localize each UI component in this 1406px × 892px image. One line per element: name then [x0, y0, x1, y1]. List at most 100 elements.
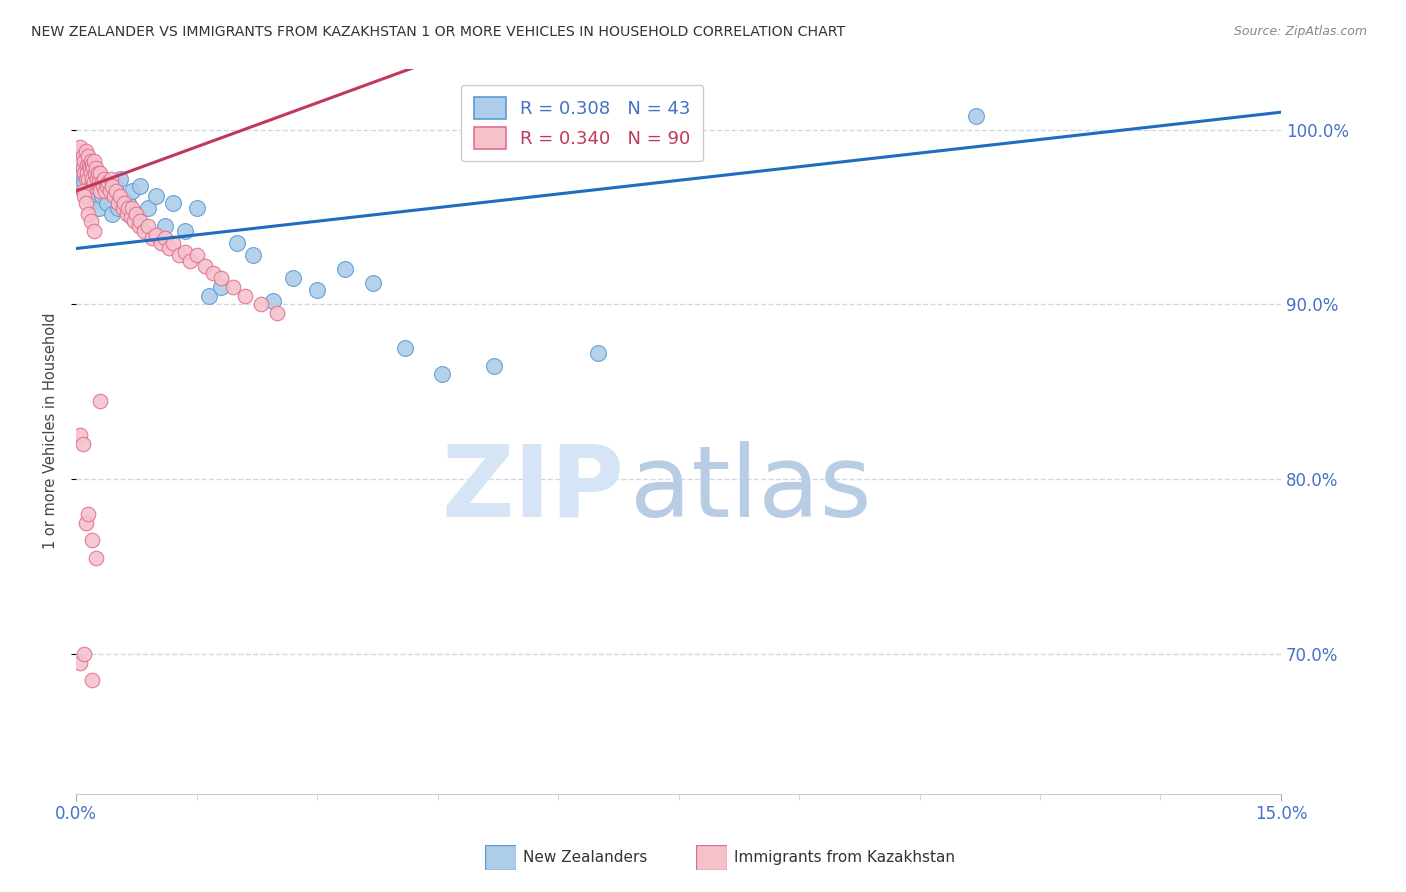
- Point: [233, 288, 256, 302]
- Point: [186, 202, 208, 216]
- Point: [77, 161, 100, 175]
- Point: [96, 178, 118, 193]
- Point: [105, 184, 128, 198]
- Point: [84, 178, 107, 193]
- Text: Source: ZipAtlas.com: Source: ZipAtlas.com: [1233, 25, 1367, 38]
- Point: [84, 550, 107, 565]
- Point: [112, 196, 135, 211]
- Point: [66, 149, 89, 163]
- Point: [197, 288, 219, 302]
- Point: [82, 161, 104, 175]
- Point: [72, 149, 94, 163]
- Point: [134, 224, 156, 238]
- Point: [121, 184, 143, 198]
- Point: [83, 175, 105, 189]
- Point: [91, 178, 114, 193]
- Point: [89, 393, 111, 408]
- Point: [73, 189, 96, 203]
- Point: [138, 219, 160, 233]
- Point: [75, 516, 97, 530]
- Point: [111, 202, 134, 216]
- Point: [149, 236, 172, 251]
- Point: [97, 175, 120, 189]
- FancyBboxPatch shape: [696, 845, 727, 870]
- Point: [115, 206, 138, 220]
- Point: [86, 171, 108, 186]
- Point: [77, 507, 100, 521]
- Point: [93, 175, 115, 189]
- Point: [120, 210, 142, 224]
- Point: [83, 224, 105, 238]
- Point: [101, 206, 124, 220]
- Point: [69, 656, 91, 670]
- Text: atlas: atlas: [630, 441, 872, 538]
- Point: [84, 161, 107, 175]
- Point: [117, 202, 139, 216]
- Point: [77, 149, 100, 163]
- Point: [76, 154, 98, 169]
- Point: [173, 224, 195, 238]
- Point: [110, 189, 132, 203]
- Point: [186, 248, 208, 262]
- Point: [122, 213, 145, 227]
- Point: [262, 293, 284, 308]
- Point: [72, 437, 94, 451]
- Text: ZIP: ZIP: [441, 441, 624, 538]
- Point: [965, 109, 987, 123]
- Text: NEW ZEALANDER VS IMMIGRANTS FROM KAZAKHSTAN 1 OR MORE VEHICLES IN HOUSEHOLD CORR: NEW ZEALANDER VS IMMIGRANTS FROM KAZAKHS…: [31, 25, 845, 39]
- Point: [110, 171, 132, 186]
- Point: [482, 359, 505, 373]
- Point: [104, 178, 127, 193]
- Text: New Zealanders: New Zealanders: [523, 850, 647, 864]
- Point: [83, 193, 105, 207]
- Point: [90, 189, 112, 203]
- Point: [100, 171, 122, 186]
- Point: [94, 184, 117, 198]
- Point: [79, 166, 101, 180]
- Point: [209, 271, 232, 285]
- Point: [76, 166, 98, 180]
- Point: [209, 280, 232, 294]
- Point: [430, 368, 453, 382]
- Point: [87, 178, 110, 193]
- Point: [162, 196, 184, 211]
- Point: [82, 533, 104, 548]
- Point: [79, 178, 101, 193]
- Point: [141, 231, 163, 245]
- Point: [112, 193, 135, 207]
- Point: [70, 154, 93, 169]
- Point: [145, 227, 167, 242]
- Point: [79, 154, 101, 169]
- Point: [93, 171, 115, 186]
- Point: [75, 144, 97, 158]
- Point: [125, 206, 148, 220]
- Point: [87, 175, 110, 189]
- Point: [394, 341, 416, 355]
- Point: [98, 184, 121, 198]
- Point: [77, 158, 100, 172]
- Point: [77, 171, 100, 186]
- Point: [157, 242, 180, 256]
- Point: [69, 140, 91, 154]
- Point: [138, 202, 160, 216]
- Point: [225, 236, 247, 251]
- Text: Immigrants from Kazakhstan: Immigrants from Kazakhstan: [734, 850, 955, 864]
- Point: [67, 144, 90, 158]
- Point: [107, 196, 129, 211]
- Point: [125, 206, 148, 220]
- Point: [266, 306, 288, 320]
- Point: [173, 245, 195, 260]
- Point: [77, 206, 100, 220]
- Point: [222, 280, 245, 294]
- Point: [129, 178, 152, 193]
- Point: [162, 236, 184, 251]
- Point: [82, 673, 104, 687]
- Point: [80, 166, 103, 180]
- Point: [75, 196, 97, 211]
- Point: [129, 213, 152, 227]
- Point: [83, 154, 105, 169]
- Point: [98, 184, 121, 198]
- Point: [101, 178, 124, 193]
- Point: [69, 178, 91, 193]
- Y-axis label: 1 or more Vehicles in Household: 1 or more Vehicles in Household: [44, 313, 58, 549]
